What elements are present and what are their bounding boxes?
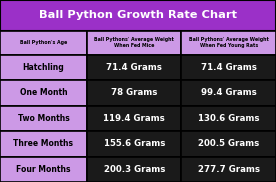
Text: 71.4 Grams: 71.4 Grams <box>201 63 257 72</box>
FancyBboxPatch shape <box>0 106 87 131</box>
Text: 155.6 Grams: 155.6 Grams <box>104 139 165 148</box>
FancyBboxPatch shape <box>0 80 87 106</box>
Text: Ball Python's Age: Ball Python's Age <box>20 40 67 45</box>
FancyBboxPatch shape <box>182 106 276 131</box>
Text: 200.5 Grams: 200.5 Grams <box>198 139 259 148</box>
Text: Hatchling: Hatchling <box>23 63 64 72</box>
Text: Two Months: Two Months <box>18 114 69 123</box>
Text: 277.7 Grams: 277.7 Grams <box>198 165 260 174</box>
FancyBboxPatch shape <box>0 131 87 157</box>
Text: Four Months: Four Months <box>16 165 71 174</box>
Text: 200.3 Grams: 200.3 Grams <box>104 165 165 174</box>
FancyBboxPatch shape <box>87 106 182 131</box>
Text: 99.4 Grams: 99.4 Grams <box>201 88 257 97</box>
FancyBboxPatch shape <box>87 31 182 55</box>
FancyBboxPatch shape <box>87 55 182 80</box>
Text: Ball Pythons' Average Weight
When Fed Mice: Ball Pythons' Average Weight When Fed Mi… <box>94 37 174 48</box>
Text: 71.4 Grams: 71.4 Grams <box>106 63 162 72</box>
Text: Ball Python Growth Rate Chart: Ball Python Growth Rate Chart <box>39 11 237 20</box>
FancyBboxPatch shape <box>0 0 276 31</box>
FancyBboxPatch shape <box>182 31 276 55</box>
Text: 119.4 Grams: 119.4 Grams <box>103 114 165 123</box>
FancyBboxPatch shape <box>87 157 182 182</box>
Text: One Month: One Month <box>20 88 67 97</box>
FancyBboxPatch shape <box>0 55 87 80</box>
Text: Ball Pythons' Average Weight
When Fed Young Rats: Ball Pythons' Average Weight When Fed Yo… <box>189 37 269 48</box>
FancyBboxPatch shape <box>87 80 182 106</box>
FancyBboxPatch shape <box>0 31 87 55</box>
FancyBboxPatch shape <box>182 131 276 157</box>
FancyBboxPatch shape <box>0 157 87 182</box>
FancyBboxPatch shape <box>182 80 276 106</box>
FancyBboxPatch shape <box>182 55 276 80</box>
Text: 78 Grams: 78 Grams <box>111 88 157 97</box>
Text: Three Months: Three Months <box>14 139 73 148</box>
Text: 130.6 Grams: 130.6 Grams <box>198 114 259 123</box>
FancyBboxPatch shape <box>87 131 182 157</box>
FancyBboxPatch shape <box>182 157 276 182</box>
